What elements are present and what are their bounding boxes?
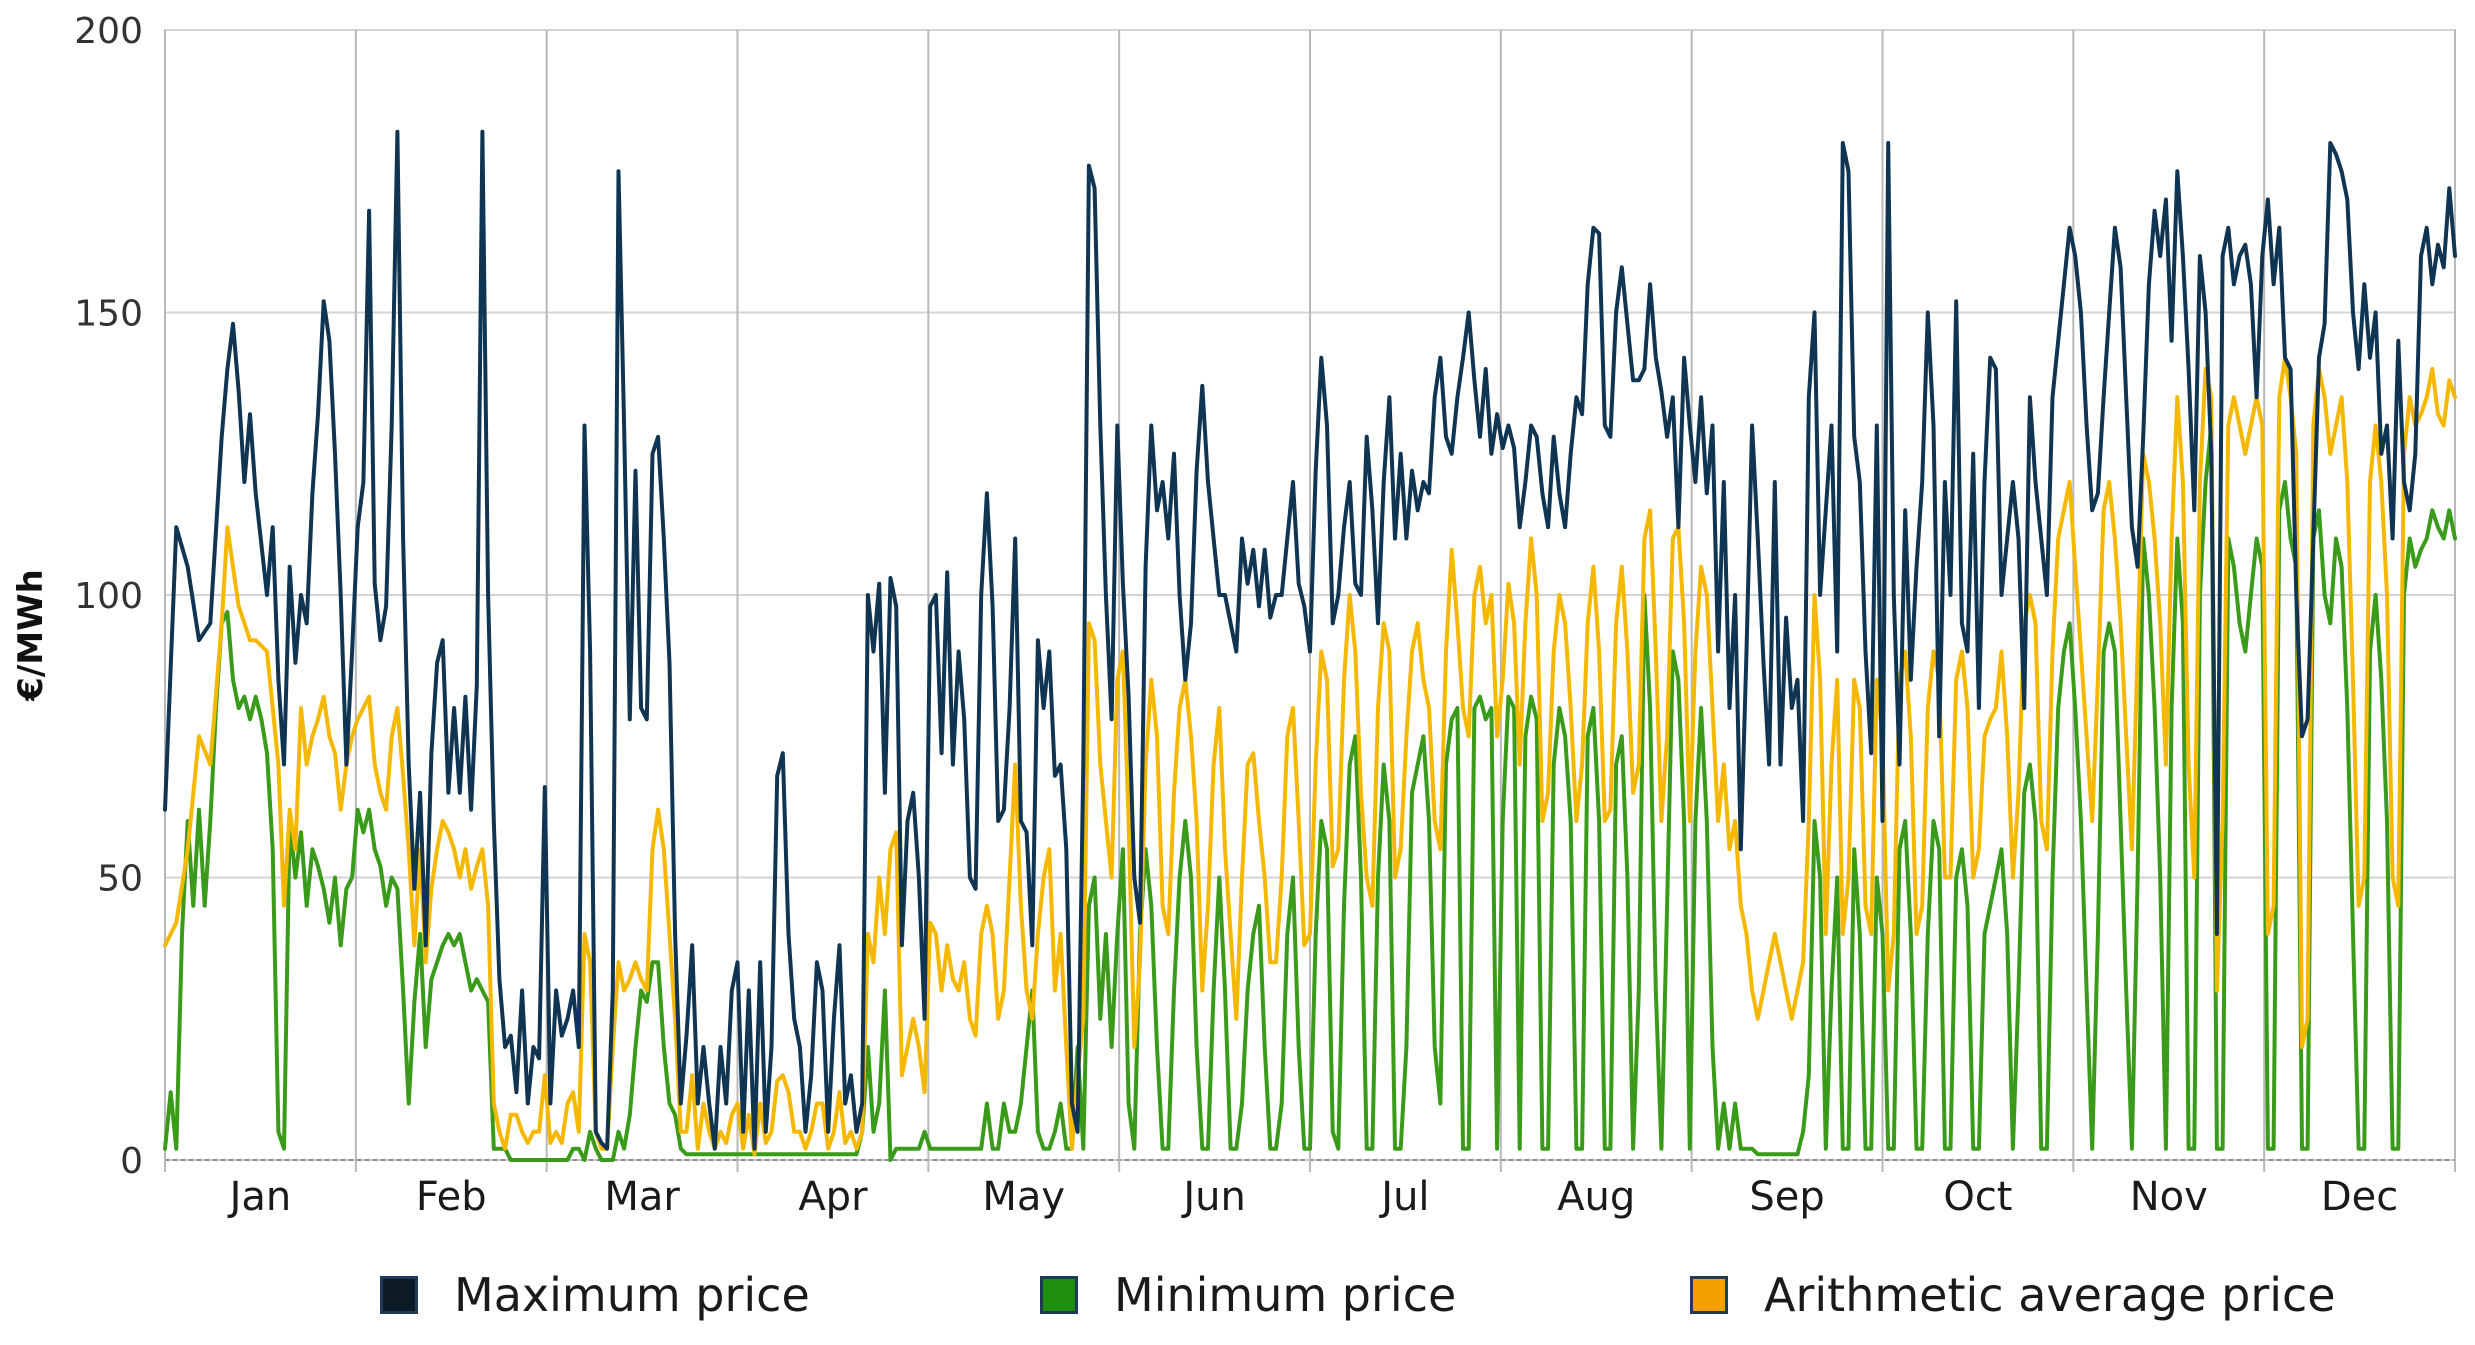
y-tick-label: 100 — [74, 576, 143, 617]
x-tick-label: Jan — [227, 1174, 292, 1220]
legend: Maximum price Minimum price Arithmetic a… — [0, 1255, 2475, 1335]
x-tick-label: Mar — [604, 1174, 680, 1220]
x-tick-label: Aug — [1557, 1174, 1635, 1220]
series-line-arithmetic-average-price — [163, 355, 2457, 1157]
x-tick-label: Jul — [1378, 1174, 1429, 1220]
x-tick-label: Apr — [798, 1174, 868, 1220]
x-tick-label: Feb — [416, 1174, 487, 1220]
legend-label-maximum: Maximum price — [454, 1268, 810, 1322]
line-chart: 0 50 100 150 200 Jan Feb Mar Apr May Jun Jul Aug Sep O… — [11, 11, 2457, 1220]
x-tick-label: Jun — [1180, 1174, 1246, 1220]
series-line-maximum-price — [163, 129, 2457, 1151]
y-tick-label: 50 — [97, 859, 143, 900]
y-tick-label: 0 — [120, 1141, 143, 1182]
y-tick-label: 200 — [74, 11, 143, 52]
legend-swatch-minimum — [1040, 1276, 1078, 1314]
x-tick-label: Dec — [2321, 1174, 2398, 1220]
y-axis-title: €/MWh — [11, 569, 51, 702]
legend-label-minimum: Minimum price — [1114, 1268, 1457, 1322]
x-tick-label: Nov — [2130, 1174, 2208, 1220]
y-tick-label: 150 — [74, 294, 143, 335]
x-tick-label: May — [982, 1174, 1065, 1220]
legend-item-average-price: Arithmetic average price — [1690, 1255, 2336, 1335]
series-lines — [163, 129, 2457, 1162]
x-tick-label: Oct — [1943, 1174, 2012, 1220]
axes: 0 50 100 150 200 Jan Feb Mar Apr May Jun Jul Aug Sep O… — [74, 11, 2398, 1220]
series-line-minimum-price — [163, 423, 2457, 1162]
legend-swatch-average — [1690, 1276, 1728, 1314]
legend-swatch-maximum — [380, 1276, 418, 1314]
legend-label-average: Arithmetic average price — [1764, 1268, 2336, 1322]
legend-item-minimum-price: Minimum price — [1040, 1255, 1456, 1335]
legend-item-maximum-price: Maximum price — [380, 1255, 810, 1335]
x-tick-label: Sep — [1749, 1174, 1824, 1220]
